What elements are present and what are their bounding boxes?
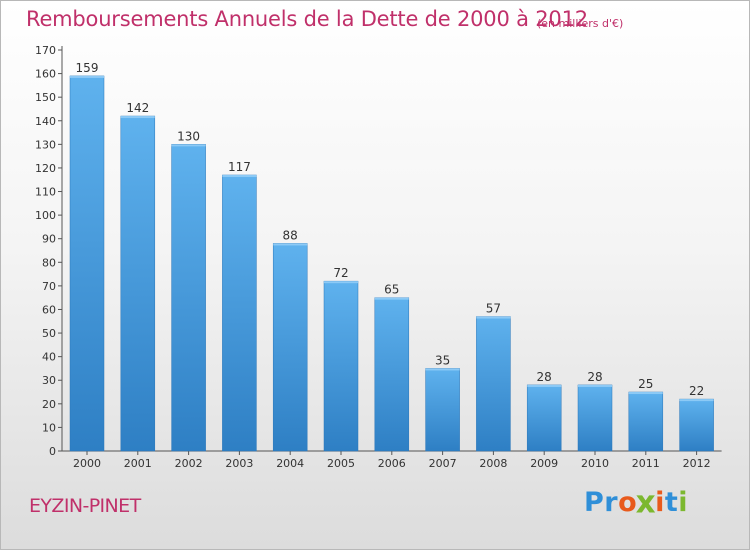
bar-highlight [171,144,206,147]
bar-highlight [628,392,663,395]
logo-letter: r [604,487,619,518]
logo-letter: o [618,487,638,518]
y-tick-label: 120 [35,162,56,175]
y-tick-label: 140 [35,115,56,128]
logo-letter: t [664,487,679,518]
y-tick-label: 100 [35,209,56,222]
x-tick-label: 2011 [632,457,660,470]
bar-highlight [120,116,155,119]
bar [374,297,410,452]
x-tick-label: 2003 [225,457,253,470]
proxiti-logo: Proxiti [584,484,689,521]
chart-unit-note: (en milliers d'€) [537,17,624,30]
bar-highlight [679,399,714,402]
x-tick-label: 2000 [73,457,101,470]
bar [69,75,105,452]
y-tick-label: 20 [42,398,56,411]
x-tick-label: 2004 [276,457,304,470]
bar-value-label: 130 [177,129,200,143]
bar-value-label: 72 [333,266,348,280]
x-tick-label: 2008 [479,457,507,470]
bar-value-label: 88 [283,228,298,242]
chart-title: Remboursements Annuels de la Dette de 20… [26,7,588,31]
bar-highlight [273,243,308,246]
bar-value-label: 35 [435,353,450,367]
bar-highlight [425,368,460,371]
x-tick-label: 2007 [429,457,457,470]
bar-value-label: 159 [76,61,99,75]
y-tick-label: 10 [42,421,56,434]
x-tick-label: 2001 [124,457,152,470]
y-tick-label: 170 [35,44,56,57]
commune-name: EYZIN-PINET [29,495,141,517]
y-tick-label: 160 [35,68,56,81]
y-tick-label: 30 [42,374,56,387]
y-tick-label: 60 [42,303,56,316]
x-tick-label: 2005 [327,457,355,470]
bar-highlight [527,384,562,387]
bar-value-label: 142 [126,101,149,115]
bar [323,280,359,452]
x-tick-label: 2009 [530,457,558,470]
y-tick-label: 70 [42,280,56,293]
y-tick-label: 150 [35,91,56,104]
bar-value-label: 25 [638,377,653,391]
bar-value-label: 57 [486,302,501,316]
y-axis: 0 10 20 30 40 50 60 70 80 90 100 110 120 130 140 150 160… [35,44,63,458]
logo-letter: x [635,484,657,521]
x-tick-label: 2010 [581,457,609,470]
bar [222,174,257,452]
y-tick-label: 80 [42,256,56,269]
y-tick-label: 40 [42,351,56,364]
bar-highlight [476,316,511,319]
y-tick-label: 0 [49,445,56,458]
x-tick-label: 2002 [175,457,203,470]
bar [171,144,206,452]
bar-highlight [70,75,104,78]
bar [679,398,714,452]
y-tick-label: 90 [42,233,56,246]
bar [476,316,511,452]
bar-value-label: 117 [228,160,251,174]
bar-highlight [222,175,257,178]
y-tick-label: 110 [35,186,56,199]
bar [272,243,308,452]
bar [628,391,664,452]
bar-highlight [578,384,612,387]
bar-highlight [374,297,409,300]
bars [69,75,714,452]
y-tick-label: 130 [35,138,56,151]
x-tick-label: 2006 [378,457,406,470]
bar-value-label: 28 [587,370,602,384]
logo-letter: i [655,487,665,518]
bar-value-label: 28 [537,370,552,384]
x-axis: 2000 2001 2002 2003 2004 2005 2006 2007 2008 2009… [62,450,722,470]
bar-highlight [324,281,358,284]
bar [120,115,156,452]
x-tick-label: 2012 [683,457,711,470]
bar-value-labels: 159 142 130 117 88 72 65 35 57 28 28 25 22 [76,61,705,398]
bar-value-label: 65 [384,283,399,297]
bar [425,368,460,452]
logo-letter: i [678,487,689,518]
bar-value-label: 22 [689,384,704,398]
y-tick-label: 50 [42,327,56,340]
bar [577,384,613,452]
logo-letter: P [584,487,605,518]
bar [526,384,562,452]
